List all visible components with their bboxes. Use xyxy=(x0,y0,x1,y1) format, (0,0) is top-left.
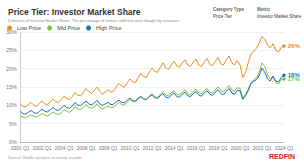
svg-text:2012 Q1: 2012 Q1 xyxy=(142,145,161,151)
svg-text:25%: 25% xyxy=(6,47,17,53)
svg-text:2006 Q1: 2006 Q1 xyxy=(76,145,95,151)
svg-text:Price Tier: Investor Market Sh: Price Tier: Investor Market Share xyxy=(8,7,141,17)
svg-text:Low Price: Low Price xyxy=(17,25,41,31)
svg-text:2022 Q1: 2022 Q1 xyxy=(252,145,271,151)
svg-text:2008 Q1: 2008 Q1 xyxy=(98,145,117,151)
svg-text:15%: 15% xyxy=(6,84,17,90)
svg-text:20%: 20% xyxy=(6,66,17,72)
svg-text:2000 Q1: 2000 Q1 xyxy=(10,145,29,151)
svg-text:10%: 10% xyxy=(6,102,17,108)
svg-text:2020 Q1: 2020 Q1 xyxy=(230,145,249,151)
svg-text:Category Type: Category Type xyxy=(213,7,244,12)
svg-text:2014 Q1: 2014 Q1 xyxy=(164,145,183,151)
svg-text:0%: 0% xyxy=(9,139,17,145)
svg-text:Source: Redfin analysis of cou: Source: Redfin analysis of county record… xyxy=(8,155,82,160)
svg-text:REDFIN: REDFIN xyxy=(269,153,295,160)
svg-text:2016 Q1: 2016 Q1 xyxy=(186,145,205,151)
svg-text:2024 Q1: 2024 Q1 xyxy=(274,145,293,151)
svg-text:18%: 18% xyxy=(288,72,301,78)
svg-text:Metric: Metric xyxy=(257,7,271,12)
svg-text:17%: 17% xyxy=(287,75,300,82)
svg-text:2018 Q1: 2018 Q1 xyxy=(208,145,227,151)
svg-text:2004 Q1: 2004 Q1 xyxy=(54,145,73,151)
svg-text:Definition of Investor Market: Definition of Investor Market Share: The… xyxy=(8,18,179,23)
svg-text:2010 Q1: 2010 Q1 xyxy=(120,145,139,151)
svg-text:High Price: High Price xyxy=(96,25,121,31)
svg-text:30%: 30% xyxy=(6,29,17,35)
svg-text:26%: 26% xyxy=(288,43,301,49)
svg-text:Mid Price: Mid Price xyxy=(57,25,80,31)
svg-text:2002 Q1: 2002 Q1 xyxy=(32,145,51,151)
svg-text:Price Tier: Price Tier xyxy=(213,14,233,19)
svg-text:Investor Market Share: Investor Market Share xyxy=(257,14,302,19)
svg-text:5%: 5% xyxy=(9,121,17,127)
